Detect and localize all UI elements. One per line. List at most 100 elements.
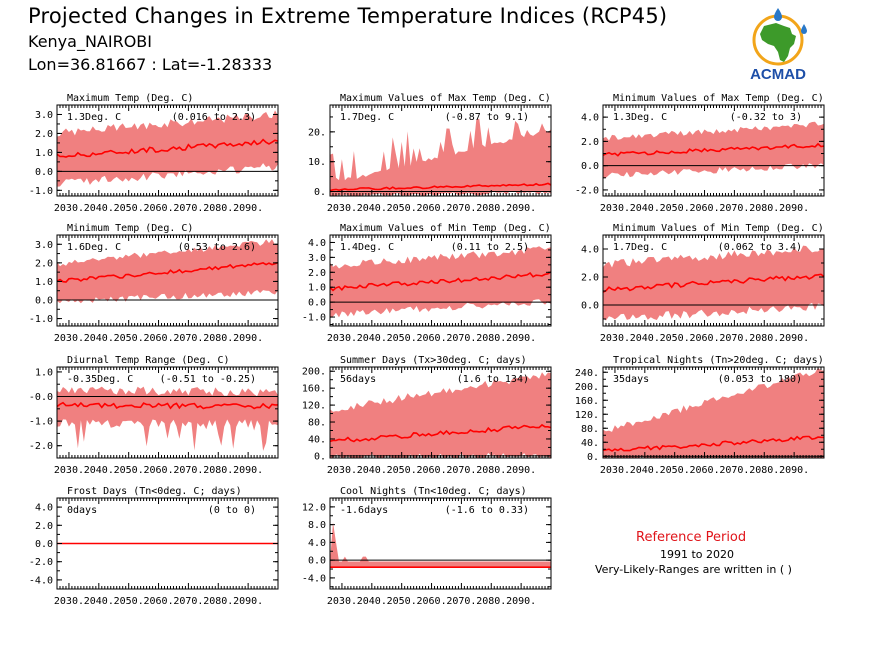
panel-title: Maximum Values of Max Temp (Deg. C) — [340, 93, 551, 104]
x-tick-label: 2070. — [173, 203, 203, 214]
y-tick-label: 4.0 — [308, 238, 326, 249]
y-tick-label: -2.0 — [29, 557, 53, 568]
y-tick-label: 0.0 — [35, 539, 53, 550]
y-tick-label: 80. — [581, 424, 599, 435]
x-tick-label: 2070. — [173, 596, 203, 607]
change-value: 1.6Deg. C — [67, 242, 121, 253]
very-likely-range: (0.053 to 180) — [718, 374, 802, 385]
y-tick-label: 0. — [314, 187, 326, 198]
y-tick-label: 200. — [302, 367, 326, 378]
x-tick-label: 2040. — [630, 203, 660, 214]
mean-line — [602, 435, 825, 452]
x-tick-label: 2060. — [416, 465, 446, 476]
y-tick-label: 0. — [587, 452, 599, 463]
y-tick-label: -1.0 — [29, 314, 53, 325]
x-tick-label: 2030. — [54, 596, 84, 607]
very-likely-range: (-0.51 to -0.25) — [160, 374, 256, 385]
range-band — [57, 239, 278, 304]
chart-panel: -2.0 -1.0 -0.0 1.0 2030. 2040. 2050. 2060. 2070.… — [29, 355, 279, 476]
y-tick-label: -2.0 — [575, 185, 599, 196]
x-tick-label: 2060. — [689, 465, 719, 476]
range-band — [330, 118, 551, 196]
x-tick-label: 2070. — [719, 465, 749, 476]
panel-title: Minimum Values of Min Temp (Deg. C) — [613, 223, 824, 234]
x-tick-label: 2040. — [630, 465, 660, 476]
y-tick-label: -4.0 — [302, 573, 326, 584]
very-likely-range: (0 to 0) — [208, 505, 256, 516]
x-tick-label: 2070. — [446, 333, 476, 344]
x-tick-label: 2030. — [327, 596, 357, 607]
x-tick-label: 2050. — [114, 333, 144, 344]
x-tick-label: 2090. — [233, 203, 263, 214]
change-value: -1.6days — [340, 505, 388, 516]
chart-panel: -4.0 -2.0 0.0 2.0 4.0 2030. 2040. 2050. 2060. 207… — [29, 486, 279, 607]
x-tick-label: 2060. — [689, 203, 719, 214]
change-value: 1.3Deg. C — [67, 112, 121, 123]
mean-line — [56, 138, 279, 158]
x-tick-label: 2040. — [84, 203, 114, 214]
chart-panel: 0. 40. 80. 120. 160. 200. 2030. 2040. 2050. 2060.… — [302, 355, 552, 476]
station-name: Kenya_NAIROBI — [28, 32, 152, 51]
range-band — [330, 522, 551, 568]
y-tick-label: 2.0 — [308, 268, 326, 279]
x-tick-label: 2040. — [84, 596, 114, 607]
chart-panel: -4.0 0.0 4.0 8.0 12.0 2030. 2040. 2050. 2060. 207… — [302, 486, 552, 607]
x-tick-label: 2090. — [506, 596, 536, 607]
mean-line — [329, 423, 552, 443]
chart-panel: 0.40.80.120.160.200.240.2030. 2040. 2050. 2… — [575, 355, 825, 476]
x-tick-label: 2080. — [749, 203, 779, 214]
x-tick-label: 2050. — [387, 596, 417, 607]
x-tick-label: 2070. — [719, 203, 749, 214]
panel-title: Maximum Temp (Deg. C) — [67, 93, 193, 104]
y-tick-label: 3.0 — [35, 110, 53, 121]
x-tick-label: 2080. — [203, 203, 233, 214]
x-tick-label: 2080. — [203, 596, 233, 607]
x-tick-label: 2090. — [779, 465, 809, 476]
x-tick-label: 2080. — [203, 333, 233, 344]
rain-drop-icon — [801, 24, 807, 34]
y-tick-label: 200. — [575, 382, 599, 393]
y-tick-label: -0.0 — [29, 392, 53, 403]
very-likely-range: (0.53 to 2.6) — [178, 242, 256, 253]
x-tick-label: 2040. — [357, 465, 387, 476]
change-value: -0.35Deg. C — [67, 374, 133, 385]
x-tick-label: 2030. — [600, 203, 630, 214]
y-tick-label: 4.0 — [581, 113, 599, 124]
x-tick-label: 2050. — [387, 465, 417, 476]
y-tick-label: 1.0 — [35, 367, 53, 378]
y-tick-label: 0.0 — [308, 298, 326, 309]
y-tick-label: 2.0 — [581, 137, 599, 148]
x-tick-label: 2060. — [143, 465, 173, 476]
mean-line — [329, 182, 552, 192]
x-tick-label: 2070. — [446, 203, 476, 214]
x-tick-label: 2040. — [84, 333, 114, 344]
x-tick-label: 2040. — [357, 333, 387, 344]
x-tick-label: 2080. — [476, 203, 506, 214]
y-tick-label: 120. — [302, 401, 326, 412]
y-tick-label: 160. — [302, 384, 326, 395]
chart-panel: -1.0 0.0 1.0 2.0 3.0 2030. 2040. 2050. 2060. 2070… — [29, 223, 279, 344]
x-tick-label: 2050. — [387, 333, 417, 344]
change-value: 1.7Deg. C — [340, 112, 394, 123]
x-tick-label: 2070. — [446, 465, 476, 476]
x-tick-label: 2030. — [327, 203, 357, 214]
x-tick-label: 2050. — [660, 333, 690, 344]
y-tick-label: 1.0 — [35, 148, 53, 159]
x-tick-label: 2090. — [233, 333, 263, 344]
x-tick-label: 2030. — [600, 465, 630, 476]
very-likely-range: (-1.6 to 0.33) — [445, 505, 529, 516]
y-tick-label: 0.0 — [581, 161, 599, 172]
water-drop-icon — [774, 8, 782, 21]
logo-text: ACMAD — [750, 66, 806, 83]
x-tick-label: 2090. — [506, 203, 536, 214]
y-tick-label: 2.0 — [581, 273, 599, 284]
y-tick-label: 2.0 — [35, 521, 53, 532]
x-tick-label: 2070. — [719, 333, 749, 344]
y-tick-label: 1.0 — [35, 277, 53, 288]
change-value: 56days — [340, 374, 376, 385]
change-value: 1.4Deg. C — [340, 242, 394, 253]
mean-line — [56, 261, 279, 283]
